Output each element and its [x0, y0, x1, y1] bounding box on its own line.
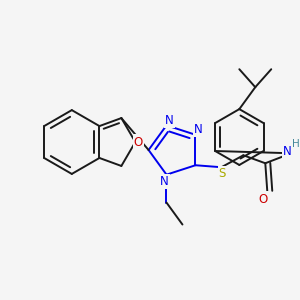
- Text: O: O: [134, 136, 143, 148]
- Text: N: N: [283, 145, 292, 158]
- Text: O: O: [259, 193, 268, 206]
- Text: N: N: [194, 123, 203, 136]
- Text: N: N: [165, 114, 174, 127]
- Text: N: N: [160, 175, 169, 188]
- Text: H: H: [292, 139, 300, 149]
- Text: S: S: [219, 167, 226, 180]
